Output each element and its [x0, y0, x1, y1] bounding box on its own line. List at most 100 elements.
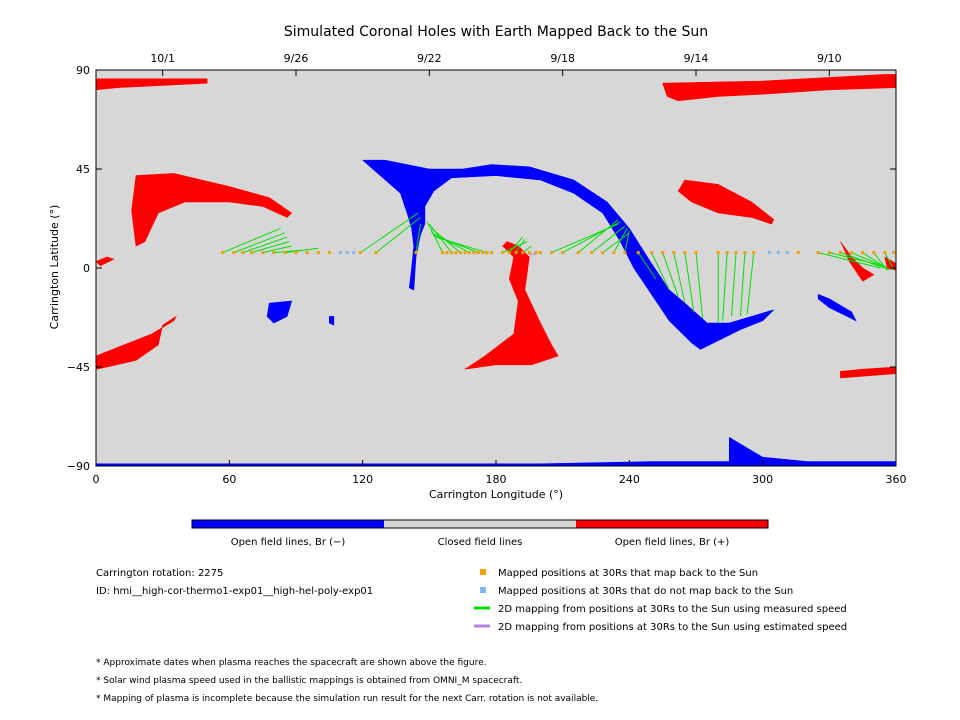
colorbar-label: Open field lines, Br (+)	[615, 537, 730, 548]
mapped-position-point	[476, 251, 480, 255]
positive-coronal-hole	[840, 366, 897, 379]
mapped-position-point	[796, 251, 800, 255]
unmapped-position-point	[352, 251, 356, 255]
negative-coronal-hole	[266, 300, 293, 324]
measured-mapping-line	[577, 219, 619, 253]
x-tick-label: 0	[93, 473, 100, 486]
measured-mapping-line	[591, 225, 626, 253]
colorbar-segment	[192, 520, 384, 528]
colorbar-frame	[191, 519, 769, 529]
measured-mapping-line	[435, 236, 488, 254]
measured-mapping-line	[262, 245, 292, 254]
mapped-position-point	[850, 251, 854, 255]
unmapped-position-point	[767, 251, 771, 255]
measured-mapping-line	[375, 217, 421, 253]
legend-label: 2D mapping from positions at 30Rs to the…	[498, 604, 847, 615]
mapped-points	[221, 251, 896, 255]
negative-coronal-hole	[728, 436, 808, 462]
mapped-position-point	[694, 251, 698, 255]
mapped-position-point	[490, 251, 494, 255]
measured-mapping-line	[284, 247, 319, 254]
x-tick-label: 300	[752, 473, 773, 486]
colorbar-segment	[384, 520, 576, 528]
mapped-position-point	[294, 251, 298, 255]
positive-coronal-hole	[95, 315, 177, 370]
measured-mapping-line	[651, 252, 670, 291]
mapped-position-point	[467, 251, 471, 255]
top-date-label: 9/14	[684, 52, 709, 65]
run-id-text: ID: hmi__high-cor-thermo1-exp01__high-he…	[96, 586, 373, 597]
plot-area	[95, 69, 897, 467]
mapped-position-point	[463, 251, 467, 255]
measured-mapping-line	[415, 223, 421, 253]
mapped-position-point	[283, 251, 287, 255]
unmapped-position-point	[338, 251, 342, 255]
mapped-position-point	[507, 251, 511, 255]
measured-mapping-line	[242, 236, 288, 254]
measured-mapping-line	[731, 252, 737, 317]
legend-label: Mapped positions at 30Rs that do not map…	[498, 586, 793, 597]
top-date-label: 9/18	[550, 52, 575, 65]
measured-mapping-line	[722, 252, 728, 321]
mapped-position-point	[327, 251, 331, 255]
positive-coronal-hole	[464, 241, 559, 370]
y-tick-label: −90	[67, 460, 90, 473]
mapped-position-point	[261, 251, 265, 255]
mapped-position-point	[521, 251, 525, 255]
mapped-position-point	[561, 251, 565, 255]
mapped-position-point	[590, 251, 594, 255]
mapped-position-point	[838, 251, 842, 255]
positive-coronal-hole	[131, 173, 293, 247]
legend-swatch	[480, 587, 486, 593]
mapped-position-point	[441, 251, 445, 255]
mapped-position-point	[316, 251, 320, 255]
x-tick-label: 120	[352, 473, 373, 486]
measured-mapping-line	[613, 228, 628, 253]
note-line: * Solar wind plasma speed used in the ba…	[96, 676, 522, 686]
measured-mapping-line	[426, 221, 444, 253]
mapped-position-point	[734, 251, 738, 255]
colorbar: Open field lines, Br (−) Closed field lin…	[191, 519, 769, 548]
mapped-position-point	[636, 251, 640, 255]
mapped-position-point	[472, 251, 476, 255]
measured-mapping-line	[624, 230, 630, 253]
y-axis-label: Carrington Latitude (°)	[48, 205, 61, 330]
negative-coronal-hole	[817, 293, 857, 322]
note-line: * Approximate dates when plasma reaches …	[96, 658, 487, 668]
mapped-position-point	[221, 251, 225, 255]
positive-coronal-hole	[677, 179, 775, 225]
mapped-position-point	[716, 251, 720, 255]
legend-label: Mapped positions at 30Rs that map back t…	[498, 568, 758, 579]
mapped-position-point	[481, 251, 485, 255]
mapped-position-point	[527, 251, 531, 255]
measured-mapping-line	[684, 252, 695, 313]
mapped-position-point	[892, 251, 896, 255]
mapped-position-point	[272, 251, 276, 255]
mapped-position-point	[445, 251, 449, 255]
measured-mapping-line	[233, 232, 286, 254]
mapped-position-point	[374, 251, 378, 255]
mapped-position-point	[650, 251, 654, 255]
mapped-position-point	[232, 251, 236, 255]
mapped-position-point	[305, 251, 309, 255]
x-tick-label: 240	[619, 473, 640, 486]
top-date-label: 10/1	[150, 52, 175, 65]
mapped-position-point	[672, 251, 676, 255]
y-tick-label: 45	[76, 163, 90, 176]
measured-mapping-line	[433, 234, 479, 254]
mapped-position-point	[743, 251, 747, 255]
mapped-position-point	[623, 251, 627, 255]
mapped-position-point	[250, 251, 254, 255]
mapped-position-point	[661, 251, 665, 255]
measured-mapping-line	[637, 252, 657, 280]
top-date-label: 9/10	[817, 52, 842, 65]
unmapped-position-point	[345, 251, 349, 255]
mapped-position-point	[601, 251, 605, 255]
mapped-position-point	[501, 251, 505, 255]
mapped-position-point	[485, 251, 489, 255]
negative-coronal-hole	[361, 159, 775, 350]
mapped-position-point	[725, 251, 729, 255]
measured-mapping-line	[662, 252, 679, 297]
x-tick-label: 180	[486, 473, 507, 486]
